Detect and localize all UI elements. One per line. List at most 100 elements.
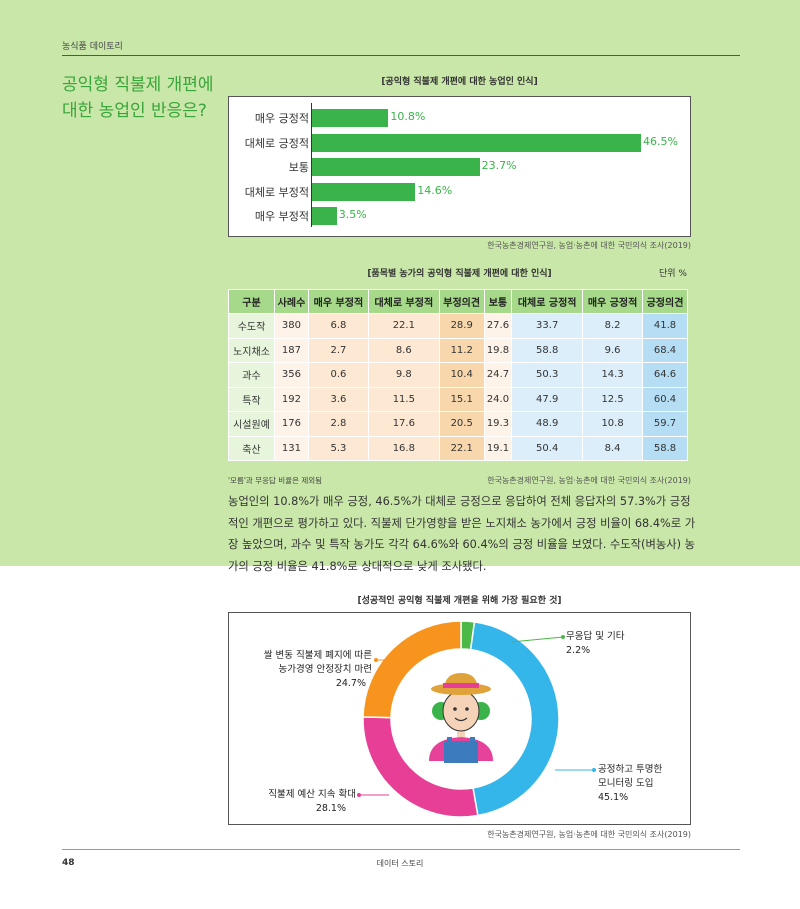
bar: [312, 182, 416, 201]
table-header-cell: 사례수: [274, 289, 309, 314]
table-header-cell: 부정의견: [438, 289, 485, 314]
donut-slice: [469, 621, 560, 817]
table-cell: 8.6: [367, 337, 440, 363]
table-cell: 6.8: [307, 313, 369, 339]
table-cell: 48.9: [511, 411, 584, 437]
table-header-cell: 긍정의견: [642, 289, 688, 314]
footer-divider: [62, 849, 740, 850]
table-cell: 11.2: [438, 337, 485, 363]
footer-title: 데이터 스토리: [376, 859, 424, 868]
bar-chart: 매우 긍정적 10.8% 대체로 긍정적 46.5% 보통 23.7% 대체로 부정적 14.…: [228, 96, 691, 237]
table-cell: 58.8: [642, 435, 688, 461]
donut-slice: [362, 620, 462, 719]
table-cell: 176: [274, 411, 309, 437]
table-source: 한국농촌경제연구원, 농업·농촌에 대한 국민의식 조사(2019): [487, 476, 691, 485]
table-row: 노지채소 187 2.7 8.6 11.2 19.8 58.8 9.6 68.4: [228, 337, 688, 363]
table-cell: 5.3: [307, 435, 369, 461]
table-cell: 22.1: [438, 435, 485, 461]
table-cell: 12.5: [582, 386, 644, 412]
table-cell: 9.8: [367, 362, 440, 388]
table-row: 수도작 380 6.8 22.1 28.9 27.6 33.7 8.2 41.8: [228, 313, 688, 339]
table-cell: 시설원예: [228, 411, 275, 437]
bar-chart-title: [공익형 직불제 개편에 대한 농업인 인식]: [381, 77, 538, 87]
page-title: 공익형 직불제 개편에 대한 농업인 반응은?: [62, 72, 222, 124]
table-note: '모름'과 무응답 비율은 제외됨: [228, 476, 323, 485]
table-cell: 노지채소: [228, 337, 275, 363]
table-cell: 10.8: [582, 411, 644, 437]
table-cell: 22.1: [367, 313, 440, 339]
table-cell: 64.6: [642, 362, 688, 388]
donut-chart-title: [성공적인 공익형 직불제 개편을 위해 가장 필요한 것]: [357, 596, 562, 606]
table-header-cell: 매우 긍정적: [582, 289, 644, 314]
table-cell: 27.6: [483, 313, 513, 339]
table-header-cell: 구분: [228, 289, 275, 314]
bar-chart-source: 한국농촌경제연구원, 농업·농촌에 대한 국민의식 조사(2019): [487, 241, 691, 250]
table-cell: 8.2: [582, 313, 644, 339]
bar-category-label: 매우 긍정적: [254, 112, 309, 125]
page-number: 48: [62, 858, 75, 868]
donut-svg: [357, 620, 596, 818]
label-etc: 무응답 및 기타 2.2%: [566, 631, 625, 656]
page-title-line2: 대한 농업인 반응은?: [62, 101, 207, 121]
table-cell: 14.3: [582, 362, 644, 388]
label-budget: 직불제 예산 지속 확대 28.1%: [268, 789, 356, 814]
perception-table: 구분 사례수 매우 부정적 대체로 부정적 부정의견 보통 대체로 긍정적 매우 긍정적 긍정의…: [228, 289, 688, 461]
table-header-row: 구분 사례수 매우 부정적 대체로 부정적 부정의견 보통 대체로 긍정적 매우 긍정적 긍정의…: [228, 289, 688, 314]
table-cell: 15.1: [438, 386, 485, 412]
table-header-cell: 대체로 긍정적: [511, 289, 584, 314]
bar-value-label: 10.8%: [390, 110, 426, 123]
label-rice: 쌀 변동 직불제 폐지에 따른 농가경영 안정장치 마련 24.7%: [263, 650, 372, 689]
table-cell: 과수: [228, 362, 275, 388]
table-cell: 16.8: [367, 435, 440, 461]
table-row: 시설원예 176 2.8 17.6 20.5 19.3 48.9 10.8 59.7: [228, 411, 688, 437]
bar-category-label: 매우 부정적: [254, 210, 309, 223]
table-cell: 68.4: [642, 337, 688, 363]
table-cell: 10.4: [438, 362, 485, 388]
bar: [312, 207, 337, 225]
bar-chart-axis: [311, 103, 312, 227]
table-cell: 3.6: [307, 386, 369, 412]
section-label: 농식품 데이토리: [62, 42, 123, 52]
bar-value-label: 46.5%: [643, 134, 678, 148]
table-cell: 58.8: [511, 337, 584, 363]
table-cell: 2.8: [307, 411, 369, 437]
table-cell: 192: [274, 386, 309, 412]
table-header-cell: 대체로 부정적: [367, 289, 440, 314]
label-monitoring: 공정하고 투명한 모니터링 도입 45.1%: [598, 764, 663, 803]
bar-value-label: 3.5%: [338, 208, 367, 221]
table-cell: 8.4: [582, 435, 644, 461]
table-row: 특작 192 3.6 11.5 15.1 24.0 47.9 12.5 60.4: [228, 386, 688, 412]
table-header-cell: 매우 부정적: [307, 289, 369, 314]
table-cell: 특작: [228, 386, 275, 412]
table-cell: 20.5: [438, 411, 485, 437]
donut-chart: 무응답 및 기타 2.2% 공정하고 투명한 모니터링 도입 45.1% 직불제…: [228, 612, 691, 825]
table-cell: 24.0: [483, 386, 513, 412]
table-cell: 19.8: [483, 337, 513, 363]
table-cell: 50.3: [511, 362, 584, 388]
table-cell: 11.5: [367, 386, 440, 412]
table-header-cell: 보통: [483, 289, 513, 314]
table-cell: 24.7: [483, 362, 513, 388]
table-cell: 380: [274, 313, 309, 339]
table-cell: 33.7: [511, 313, 584, 339]
bar: [312, 158, 480, 176]
table-cell: 17.6: [367, 411, 440, 437]
page-title-line1: 공익형 직불제 개편에: [62, 75, 214, 95]
table-row: 과수 356 0.6 9.8 10.4 24.7 50.3 14.3 64.6: [228, 362, 688, 388]
bar-category-label: 보통: [288, 161, 309, 174]
table-cell: 2.7: [307, 337, 369, 363]
table-cell: 131: [274, 435, 309, 461]
bar: [312, 133, 641, 152]
table-title: [품목별 농가의 공익형 직불제 개편에 대한 인식]: [367, 269, 552, 279]
bar-category-label: 대체로 부정적: [244, 185, 309, 199]
table-cell: 28.9: [438, 313, 485, 339]
table-row: 축산 131 5.3 16.8 22.1 19.1 50.4 8.4 58.8: [228, 435, 688, 461]
table-cell: 50.4: [511, 435, 584, 461]
table-cell: 356: [274, 362, 309, 388]
donut-chart-source: 한국농촌경제연구원, 농업·농촌에 대한 국민의식 조사(2019): [487, 830, 691, 839]
bar-category-label: 대체로 긍정적: [244, 136, 309, 150]
table-cell: 19.1: [483, 435, 513, 461]
table-cell: 수도작: [228, 313, 275, 339]
table-cell: 0.6: [307, 362, 369, 388]
table-cell: 9.6: [582, 337, 644, 363]
